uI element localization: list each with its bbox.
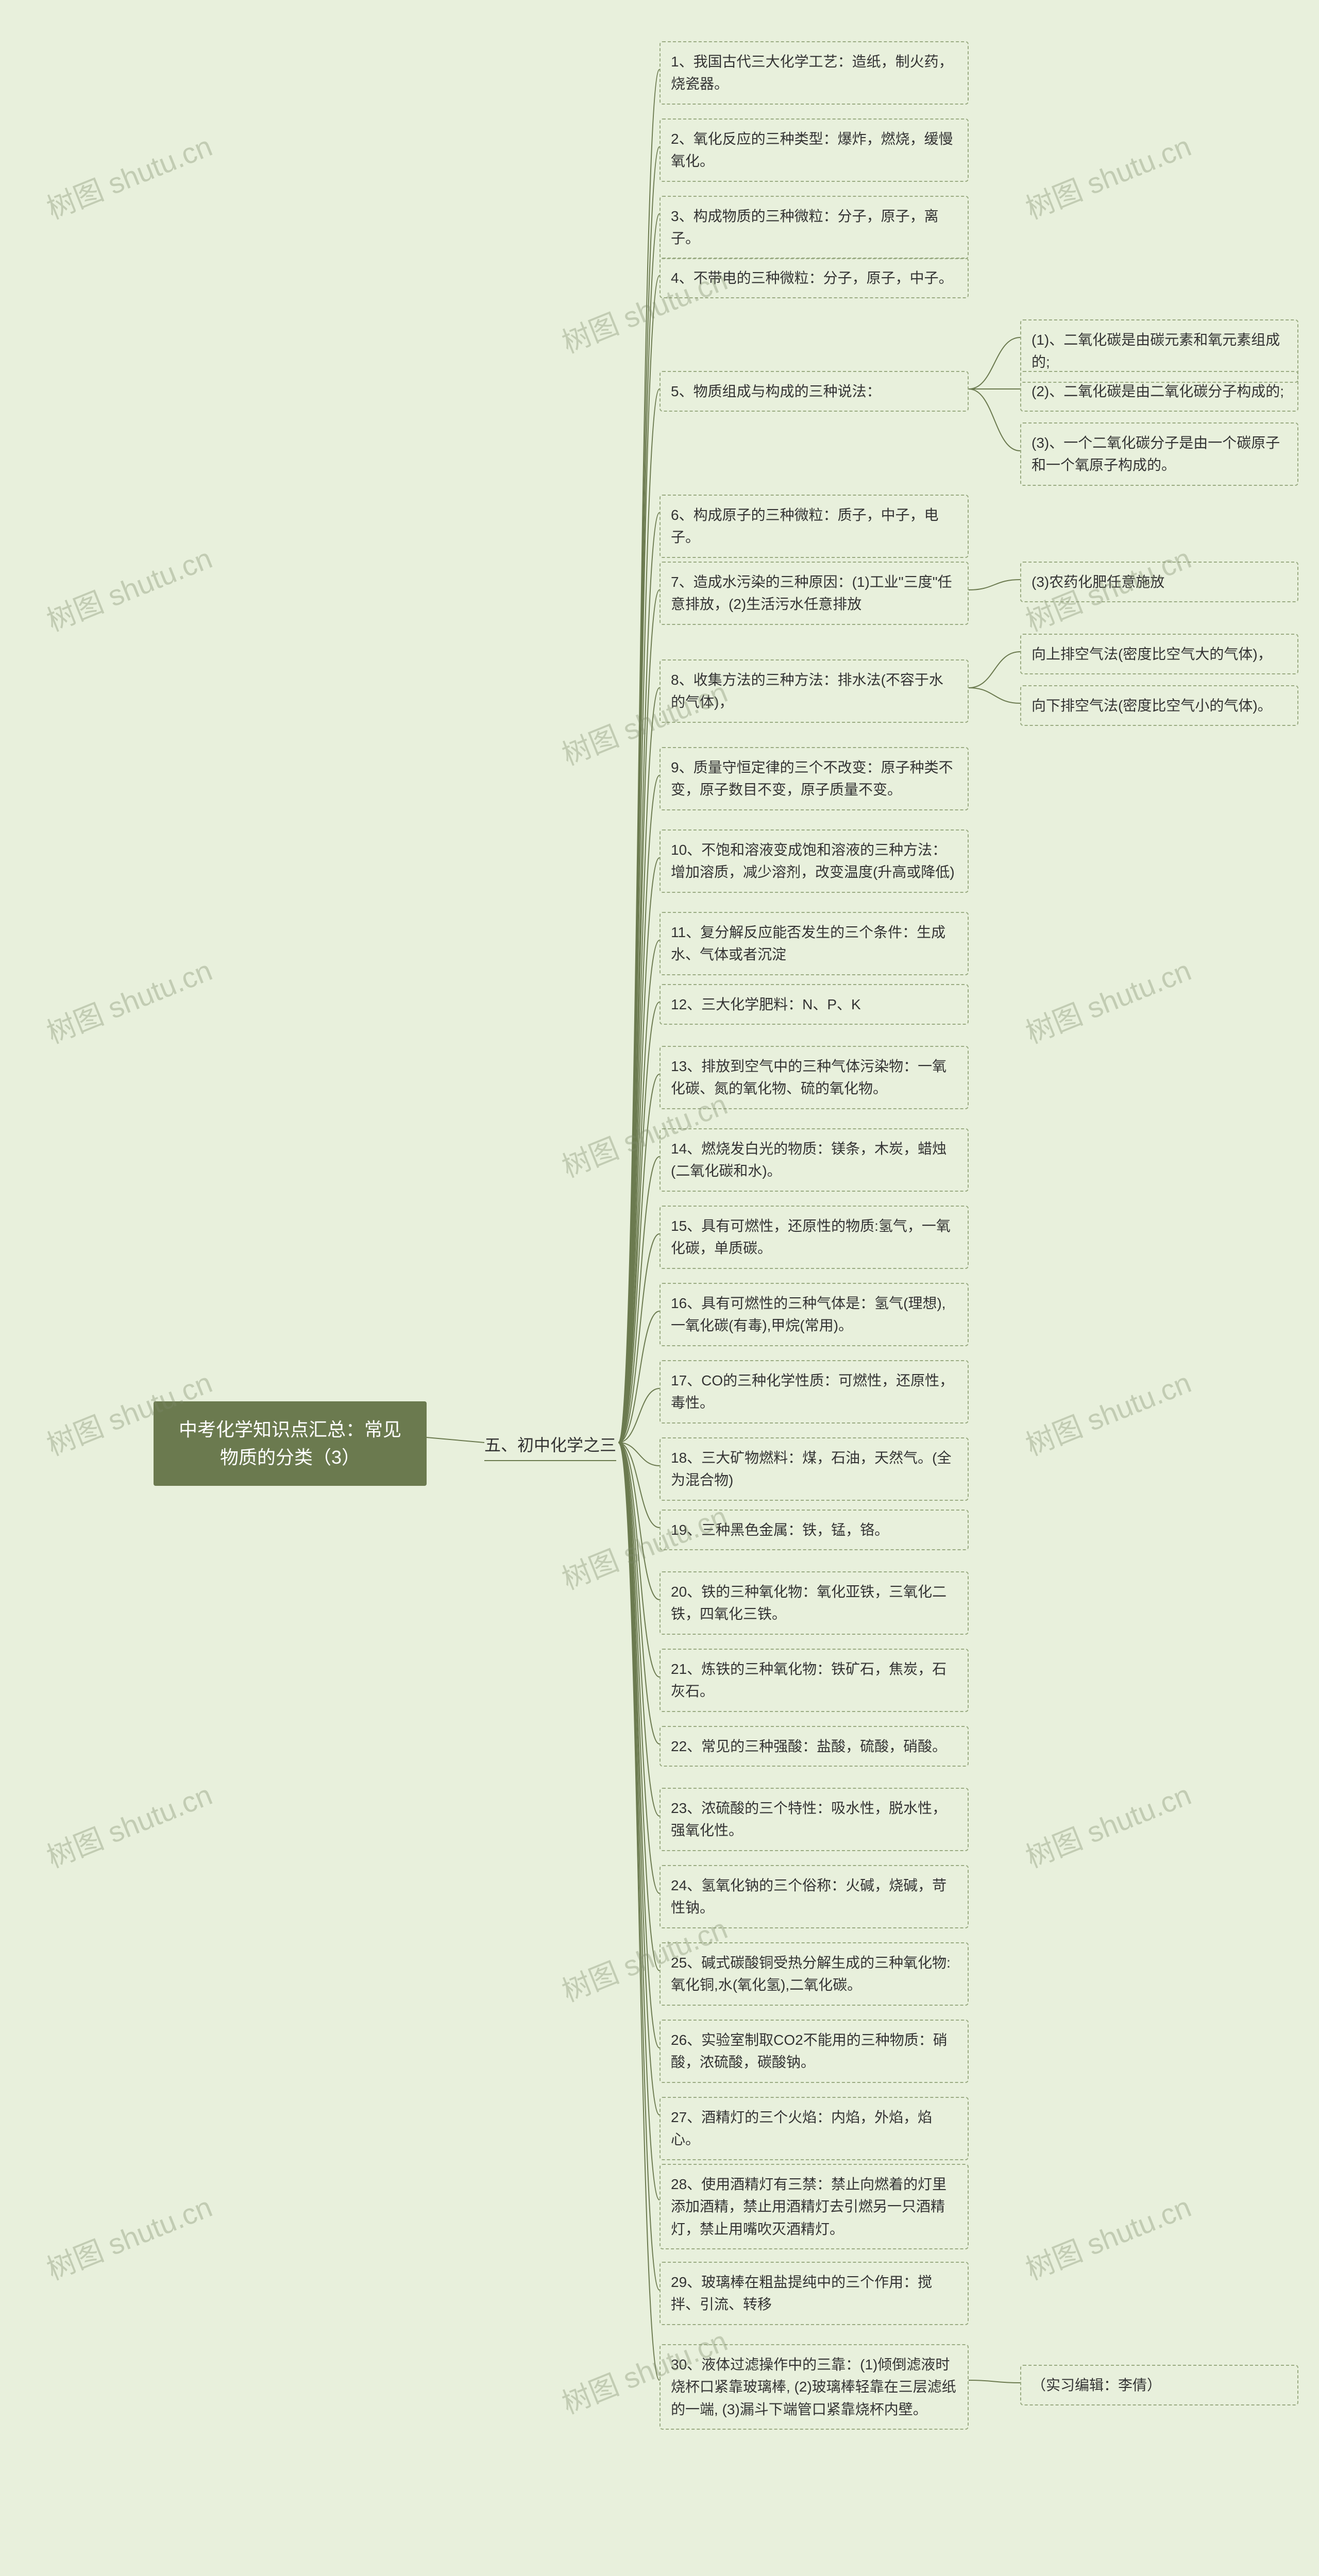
leaf-n17: 17、CO的三种化学性质：可燃性，还原性，毒性。 <box>660 1360 969 1423</box>
watermark: 树图 shutu.cn <box>40 535 217 639</box>
watermark: 树图 shutu.cn <box>1019 2184 1196 2288</box>
leaf-n3: 3、构成物质的三种微粒：分子，原子，离子。 <box>660 196 969 259</box>
watermark: 树图 shutu.cn <box>1019 1772 1196 1876</box>
leaf-n16: 16、具有可燃性的三种气体是：氢气(理想),一氧化碳(有毒),甲烷(常用)。 <box>660 1283 969 1346</box>
watermark: 树图 shutu.cn <box>555 257 733 361</box>
leaf-n30a: （实习编辑：李倩） <box>1020 2365 1298 2405</box>
watermark: 树图 shutu.cn <box>40 1772 217 1876</box>
leaf-n2: 2、氧化反应的三种类型：爆炸，燃烧，缓慢氧化。 <box>660 118 969 182</box>
watermark: 树图 shutu.cn <box>1019 1360 1196 1464</box>
leaf-n9: 9、质量守恒定律的三个不改变：原子种类不变，原子数目不变，原子质量不变。 <box>660 747 969 810</box>
watermark: 树图 shutu.cn <box>40 2184 217 2288</box>
root-label: 中考化学知识点汇总：常见物质的分类（3） <box>179 1419 401 1468</box>
leaf-n21: 21、炼铁的三种氧化物：铁矿石，焦炭，石灰石。 <box>660 1649 969 1712</box>
leaf-n26: 26、实验室制取CO2不能用的三种物质：硝酸，浓硫酸，碳酸钠。 <box>660 2020 969 2083</box>
leaf-n11: 11、复分解反应能否发生的三个条件：生成水、气体或者沉淀 <box>660 912 969 975</box>
root-node: 中考化学知识点汇总：常见物质的分类（3） <box>154 1401 427 1486</box>
leaf-n23: 23、浓硫酸的三个特性：吸水性，脱水性，强氧化性。 <box>660 1788 969 1851</box>
leaf-n15: 15、具有可燃性，还原性的物质:氢气，一氧化碳，单质碳。 <box>660 1206 969 1269</box>
leaf-n18: 18、三大矿物燃料：煤，石油，天然气。(全为混合物) <box>660 1437 969 1501</box>
watermark: 树图 shutu.cn <box>1019 123 1196 227</box>
leaf-n10: 10、不饱和溶液变成饱和溶液的三种方法：增加溶质，减少溶剂，改变温度(升高或降低… <box>660 829 969 893</box>
leaf-n27: 27、酒精灯的三个火焰：内焰，外焰，焰心。 <box>660 2097 969 2160</box>
leaf-n5b: (2)、二氧化碳是由二氧化碳分子构成的; <box>1020 371 1298 412</box>
leaf-n28: 28、使用酒精灯有三禁：禁止向燃着的灯里添加酒精，禁止用酒精灯去引燃另一只酒精灯… <box>660 2164 969 2249</box>
leaf-n14: 14、燃烧发白光的物质：镁条，木炭，蜡烛(二氧化碳和水)。 <box>660 1128 969 1192</box>
leaf-n7: 7、造成水污染的三种原因：(1)工业"三度"任意排放，(2)生活污水任意排放 <box>660 562 969 625</box>
leaf-n5: 5、物质组成与构成的三种说法： <box>660 371 969 412</box>
watermark: 树图 shutu.cn <box>40 947 217 1052</box>
level1-node: 五、初中化学之三 <box>484 1432 616 1456</box>
leaf-n6: 6、构成原子的三种微粒：质子，中子，电子。 <box>660 495 969 558</box>
leaf-n8a: 向上排空气法(密度比空气大的气体)， <box>1020 634 1298 674</box>
watermark: 树图 shutu.cn <box>1019 947 1196 1052</box>
leaf-n5c: (3)、一个二氧化碳分子是由一个碳原子和一个氧原子构成的。 <box>1020 422 1298 486</box>
leaf-n12: 12、三大化学肥料：N、P、K <box>660 984 969 1025</box>
watermark: 树图 shutu.cn <box>40 123 217 227</box>
leaf-n29: 29、玻璃棒在粗盐提纯中的三个作用：搅拌、引流、转移 <box>660 2262 969 2325</box>
leaf-n1: 1、我国古代三大化学工艺：造纸，制火药，烧瓷器。 <box>660 41 969 105</box>
level1-label: 五、初中化学之三 <box>484 1436 616 1454</box>
leaf-n8b: 向下排空气法(密度比空气小的气体)。 <box>1020 685 1298 726</box>
leaf-n20: 20、铁的三种氧化物：氧化亚铁，三氧化二铁，四氧化三铁。 <box>660 1571 969 1635</box>
leaf-n22: 22、常见的三种强酸：盐酸，硫酸，硝酸。 <box>660 1726 969 1767</box>
